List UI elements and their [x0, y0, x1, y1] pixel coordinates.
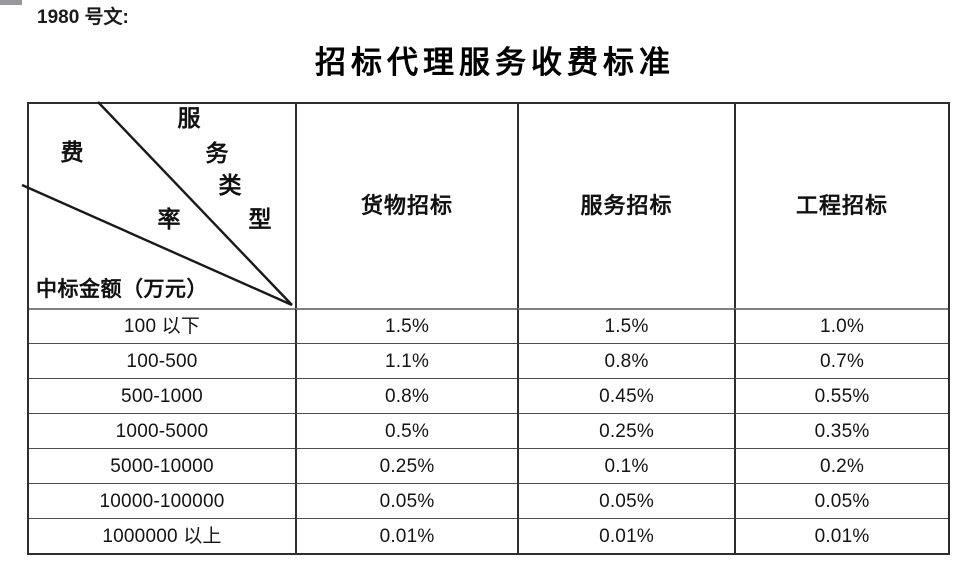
column-header-label: 服务招标: [580, 193, 673, 218]
row-label-cell: 100-500: [29, 343, 295, 378]
value-cell: 0.05%: [734, 483, 948, 518]
fee-rate-value: 0.25%: [599, 420, 654, 442]
value-cell: 1.0%: [734, 308, 948, 343]
page-title: 招标代理服务收费标准: [315, 45, 675, 80]
column-header-services: 服务招标: [517, 104, 734, 308]
fee-rate-value: 1.5%: [384, 316, 430, 337]
value-cell: 0.8%: [517, 343, 734, 378]
value-cell: 0.05%: [295, 483, 517, 518]
column-header-label: 货物招标: [360, 193, 453, 218]
value-cell: 0.01%: [517, 518, 734, 553]
row-label-cell: 10000-100000: [29, 483, 295, 518]
amount-tier-label: 1000000 以上: [102, 525, 222, 547]
fee-rate-value: 0.1%: [604, 455, 649, 477]
fee-rate-value: 0.35%: [814, 420, 870, 442]
amount-tier-label: 1000-5000: [115, 420, 209, 442]
row-label-cell: 5000-10000: [29, 448, 295, 483]
corner-service-type-char: 型: [248, 207, 272, 232]
row-label-cell: 1000-5000: [29, 413, 295, 448]
value-cell: 0.45%: [517, 378, 734, 413]
amount-tier-label: 10000-100000: [99, 490, 225, 512]
value-cell: 0.8%: [295, 378, 517, 413]
value-cell: 1.1%: [295, 343, 517, 378]
page-corner-artifact: [0, 0, 22, 5]
amount-tier-label: 100-500: [126, 350, 198, 372]
value-cell: 0.05%: [517, 483, 734, 518]
value-cell: 0.25%: [295, 448, 517, 483]
fee-rate-value: 0.01%: [379, 525, 435, 547]
column-header-label: 工程招标: [795, 193, 888, 218]
fee-rate-value: 0.2%: [819, 455, 865, 477]
fee-rate-value: 0.05%: [379, 490, 435, 512]
value-cell: 0.35%: [734, 413, 948, 448]
corner-service-type-char: 务: [205, 141, 229, 166]
row-label-cell: 100 以下: [29, 308, 295, 343]
fee-rate-value: 0.8%: [384, 385, 430, 407]
fee-rate-value: 0.01%: [599, 525, 654, 547]
fee-rate-value: 0.05%: [599, 490, 654, 512]
fee-rate-value: 0.25%: [379, 455, 435, 477]
column-header-goods: 货物招标: [295, 104, 517, 308]
row-axis-label: 中标金额（万元）: [36, 277, 208, 301]
table-corner-cell: 服 务 类 型 费 率 中标金额（万元）: [21, 101, 295, 308]
corner-rate-char: 费: [60, 140, 84, 165]
value-cell: 0.25%: [517, 413, 734, 448]
amount-tier-label: 100 以下: [123, 316, 201, 337]
diagonal-divider-lines: [21, 101, 293, 307]
fee-rate-value: 0.01%: [814, 525, 870, 547]
value-cell: 1.5%: [517, 308, 734, 343]
value-cell: 0.1%: [517, 448, 734, 483]
fee-rate-value: 1.0%: [819, 316, 865, 337]
fee-table: 服 务 类 型 费 率 中标金额（万元） 货物招标 服务招标 工程招标 100 …: [21, 101, 950, 555]
amount-tier-label: 5000-10000: [110, 455, 214, 477]
amount-tier-label: 500-1000: [121, 385, 203, 407]
corner-service-type-char: 类: [218, 173, 242, 198]
fee-rate-value: 0.7%: [819, 350, 865, 372]
value-cell: 0.2%: [734, 448, 948, 483]
value-cell: 0.55%: [734, 378, 948, 413]
column-header-engineering: 工程招标: [734, 104, 948, 308]
row-label-cell: 1000000 以上: [29, 518, 295, 553]
fee-rate-value: 1.5%: [604, 316, 649, 337]
fee-rate-value: 0.45%: [599, 385, 654, 407]
value-cell: 0.01%: [734, 518, 948, 553]
value-cell: 0.01%: [295, 518, 517, 553]
fee-rate-value: 0.5%: [384, 420, 430, 442]
corner-rate-char: 率: [157, 207, 181, 232]
fee-rate-value: 0.8%: [604, 350, 649, 372]
corner-service-type-char: 服: [177, 106, 201, 131]
fee-rate-value: 0.55%: [814, 385, 870, 407]
value-cell: 0.7%: [734, 343, 948, 378]
value-cell: 1.5%: [295, 308, 517, 343]
fee-rate-value: 1.1%: [384, 350, 430, 372]
doc-number-label: 1980 号文:: [37, 7, 129, 28]
row-label-cell: 500-1000: [29, 378, 295, 413]
value-cell: 0.5%: [295, 413, 517, 448]
fee-rate-value: 0.05%: [814, 490, 870, 512]
